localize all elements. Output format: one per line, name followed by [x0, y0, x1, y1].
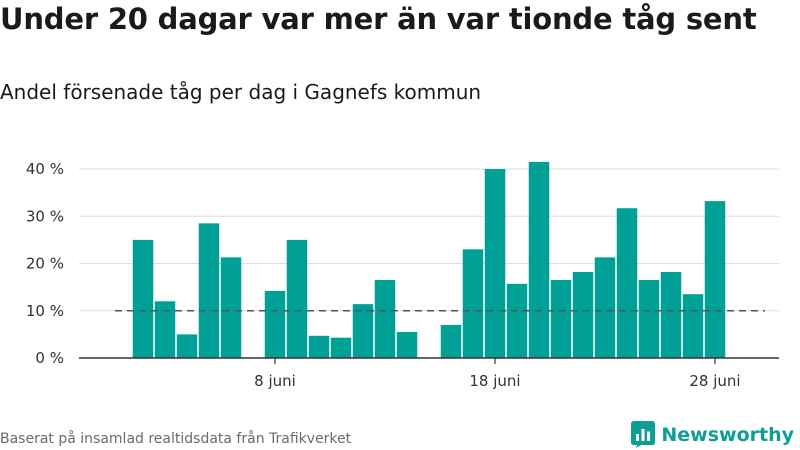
- bar-chart-logo-icon: [631, 421, 656, 448]
- bar: [572, 272, 594, 358]
- bar-chart: 0 % 10 % 20 % 30 % 40 % 8 juni 18 juni 28 juni: [26, 160, 779, 390]
- y-tick-label: 30 %: [26, 207, 64, 225]
- y-tick-label: 20 %: [26, 255, 64, 273]
- bar: [198, 223, 220, 358]
- bar: [308, 335, 330, 358]
- bar: [462, 249, 484, 358]
- bar: [396, 332, 418, 358]
- bar: [704, 201, 726, 358]
- x-tick-label: 18 juni: [469, 372, 520, 390]
- bar: [330, 337, 352, 358]
- bar: [484, 169, 506, 358]
- bar: [682, 294, 704, 358]
- bar: [176, 334, 198, 358]
- y-tick-label: 0 %: [35, 349, 64, 367]
- y-tick-label: 40 %: [26, 160, 64, 178]
- x-tick-label: 28 juni: [689, 372, 740, 390]
- chart-title: Under 20 dagar var mer än var tionde tåg…: [0, 2, 757, 36]
- x-axis: [79, 357, 779, 364]
- brand-name: Newsworthy: [661, 423, 794, 446]
- bar: [506, 283, 528, 358]
- source-note: Baserat på insamlad realtidsdata från Tr…: [0, 431, 352, 447]
- bar: [264, 290, 286, 358]
- bar: [352, 304, 374, 358]
- x-axis-labels: 8 juni 18 juni 28 juni: [254, 372, 740, 390]
- bar: [638, 280, 660, 358]
- chart-subtitle: Andel försenade tåg per dag i Gagnefs ko…: [0, 80, 482, 104]
- bar: [616, 208, 638, 358]
- brand-logo[interactable]: Newsworthy: [631, 421, 794, 448]
- bar: [286, 239, 308, 358]
- bar: [660, 272, 682, 358]
- y-tick-label: 10 %: [26, 302, 64, 320]
- bar: [440, 324, 462, 358]
- bar: [528, 161, 550, 358]
- bar: [154, 301, 176, 358]
- bar: [374, 280, 396, 358]
- y-axis-labels: 0 % 10 % 20 % 30 % 40 %: [26, 160, 64, 367]
- bars: [132, 161, 726, 358]
- bar: [594, 257, 616, 358]
- bar: [220, 257, 242, 358]
- bar: [550, 280, 572, 358]
- bar: [132, 239, 154, 358]
- x-tick-label: 8 juni: [254, 372, 296, 390]
